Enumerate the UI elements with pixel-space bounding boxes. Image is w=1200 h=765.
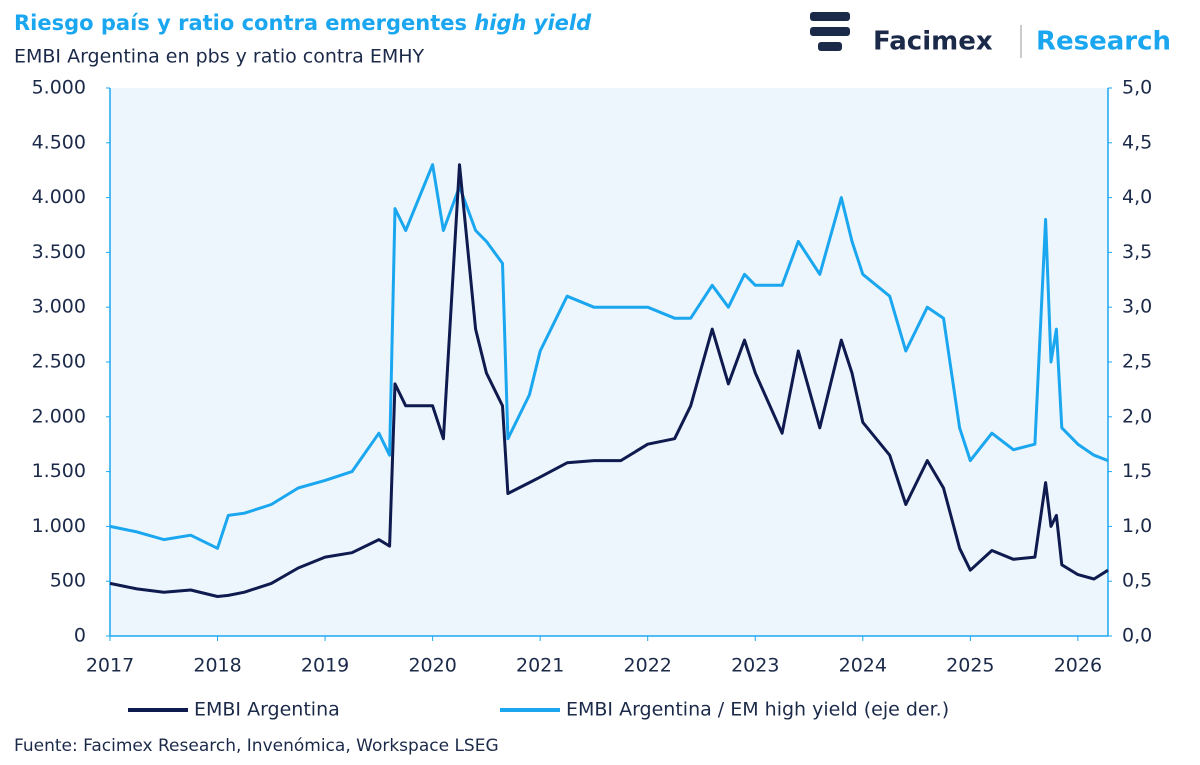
x-tick-label: 2024 — [839, 655, 887, 677]
y-tick-label: 4.000 — [32, 186, 86, 208]
y-tick-label: 3.500 — [32, 241, 86, 263]
series-line — [109, 163, 1109, 598]
y2-tick-label: 3,5 — [1122, 241, 1152, 263]
logo-icon — [810, 12, 850, 21]
x-tick-label: 2025 — [946, 655, 994, 677]
y-tick-label: 0 — [74, 625, 86, 647]
y2-tick-label: 1,0 — [1122, 515, 1152, 537]
y2-tick-label: 0,0 — [1122, 625, 1152, 647]
brand: Facimex — [873, 27, 993, 57]
y2-tick-label: 4,5 — [1122, 131, 1152, 153]
y2-tick-label: 0,5 — [1122, 570, 1152, 592]
x-tick-label: 2023 — [731, 655, 779, 677]
y2-tick-label: 5,0 — [1122, 77, 1152, 99]
y-tick-label: 4.500 — [32, 131, 86, 153]
x-tick-label: 2017 — [86, 655, 134, 677]
source: Fuente: Facimex Research, Invenómica, Wo… — [14, 736, 499, 756]
legend-label: EMBI Argentina — [194, 699, 340, 721]
y2-tick-label: 2,0 — [1122, 405, 1152, 427]
x-tick-label: 2022 — [624, 655, 672, 677]
x-tick-label: 2019 — [301, 655, 349, 677]
y-tick-label: 3.000 — [32, 296, 86, 318]
y-tick-label: 5.000 — [32, 77, 86, 99]
y-tick-label: 2.500 — [32, 351, 86, 373]
y2-tick-label: 1,5 — [1122, 460, 1152, 482]
brand-section: Research — [1036, 27, 1171, 57]
series-line — [109, 163, 1109, 550]
x-tick-label: 2018 — [193, 655, 241, 677]
y-tick-label: 500 — [50, 570, 86, 592]
title-emphasis: high yield — [474, 11, 592, 35]
y-tick-label: 1.000 — [32, 515, 86, 537]
logo-icon — [818, 42, 842, 51]
y2-tick-label: 3,0 — [1122, 296, 1152, 318]
x-tick-label: 2020 — [408, 655, 456, 677]
logo — [810, 12, 1022, 58]
x-tick-label: 2026 — [1054, 655, 1102, 677]
y2-tick-label: 2,5 — [1122, 351, 1152, 373]
y2-tick-label: 4,0 — [1122, 186, 1152, 208]
plot-area — [110, 88, 1108, 636]
y-tick-label: 2.000 — [32, 405, 86, 427]
y-tick-label: 1.500 — [32, 460, 86, 482]
x-tick-label: 2021 — [516, 655, 564, 677]
chart-title: Riesgo país y ratio contra emergentes hi… — [14, 11, 592, 35]
legend-label: EMBI Argentina / EM high yield (eje der.… — [566, 699, 949, 721]
subtitle: EMBI Argentina en pbs y ratio contra EMH… — [14, 46, 424, 68]
logo-icon — [810, 27, 850, 36]
title-text: Riesgo país y ratio contra emergentes — [14, 11, 467, 35]
